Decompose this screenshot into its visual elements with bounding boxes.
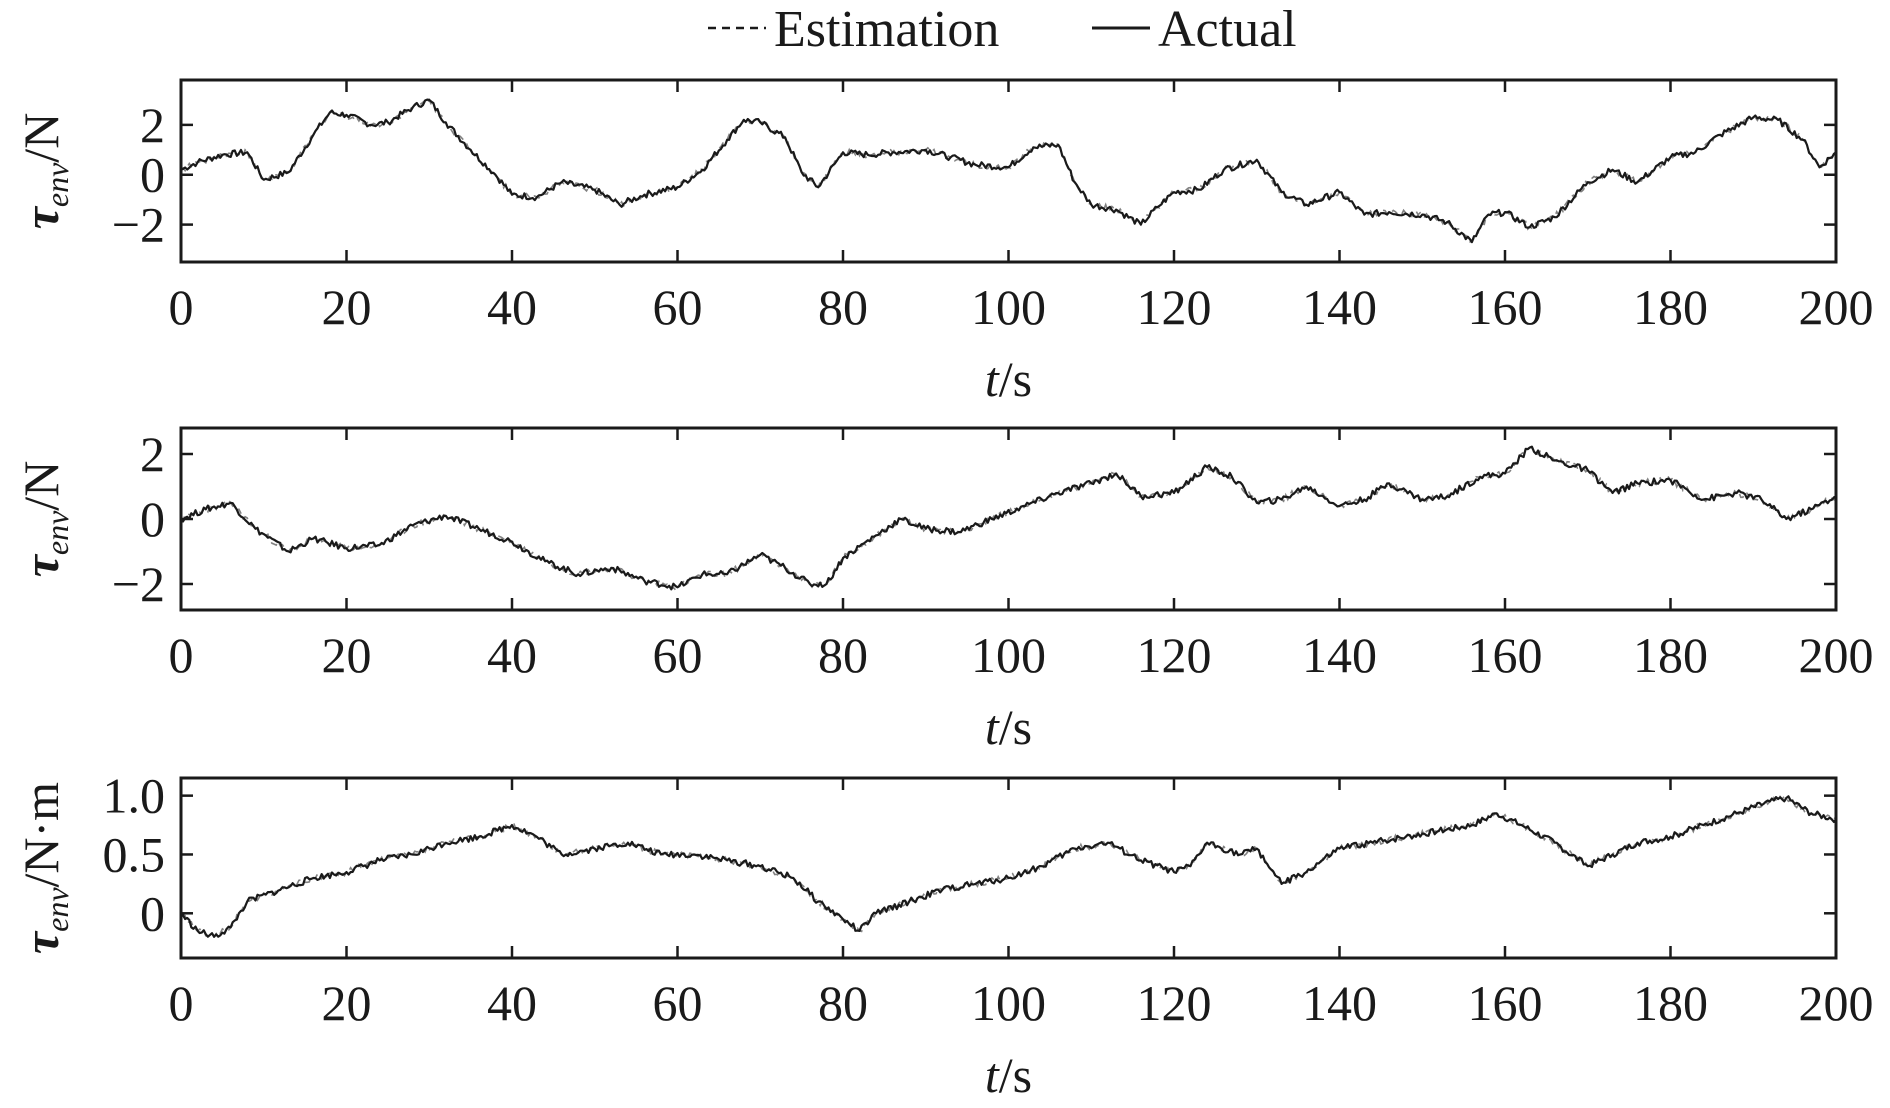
x-tick-label: 120 xyxy=(1137,627,1212,683)
x-tick-label: 160 xyxy=(1468,279,1543,335)
x-tick-label: 160 xyxy=(1468,975,1543,1031)
y-tick-label: −2 xyxy=(112,197,165,253)
y-axis-label: τenv/N xyxy=(13,113,75,230)
x-tick-label: 0 xyxy=(169,627,194,683)
x-tick-label: 0 xyxy=(169,975,194,1031)
x-tick-label: 120 xyxy=(1137,279,1212,335)
series-actual-line xyxy=(180,98,1837,244)
series-actual-line xyxy=(180,795,1837,938)
x-tick-label: 20 xyxy=(322,627,372,683)
x-tick-label: 140 xyxy=(1302,279,1377,335)
x-tick-label: 60 xyxy=(653,627,703,683)
x-tick-label: 0 xyxy=(169,279,194,335)
x-tick-label: 140 xyxy=(1302,627,1377,683)
y-tick-label: 0.5 xyxy=(103,826,166,882)
x-tick-label: 180 xyxy=(1633,279,1708,335)
x-axis-label: t/s xyxy=(985,351,1032,407)
y-tick-label: −2 xyxy=(112,556,165,612)
legend-actual-label: Actual xyxy=(1158,1,1297,58)
x-tick-label: 120 xyxy=(1137,975,1212,1031)
series-estimation-line xyxy=(180,98,1837,243)
x-axis-label: t/s xyxy=(985,1047,1032,1103)
x-tick-label: 40 xyxy=(487,627,537,683)
x-tick-label: 40 xyxy=(487,975,537,1031)
chart-panel-3: 0 20 40 60 80 100 120 140 160 180 20000.51.0t/sτen… xyxy=(13,768,1874,1103)
y-axis-label: τenv/N·m xyxy=(13,782,75,954)
x-tick-label: 200 xyxy=(1799,975,1874,1031)
plot-frame xyxy=(179,776,1838,960)
x-tick-label: 100 xyxy=(971,279,1046,335)
x-tick-label: 80 xyxy=(818,627,868,683)
x-tick-label: 200 xyxy=(1799,279,1874,335)
x-tick-label: 60 xyxy=(653,279,703,335)
y-tick-label: 0 xyxy=(140,147,165,203)
x-tick-label: 140 xyxy=(1302,975,1377,1031)
x-tick-label: 40 xyxy=(487,279,537,335)
x-tick-label: 160 xyxy=(1468,627,1543,683)
x-axis-label: t/s xyxy=(985,699,1032,755)
legend: Estimation Actual xyxy=(708,1,1297,58)
x-tick-label: 180 xyxy=(1633,975,1708,1031)
x-tick-label: 20 xyxy=(322,975,372,1031)
x-tick-label: 20 xyxy=(322,279,372,335)
y-tick-label: 1.0 xyxy=(103,768,166,824)
x-tick-label: 60 xyxy=(653,975,703,1031)
y-tick-label: 2 xyxy=(140,97,165,153)
y-tick-label: 0 xyxy=(140,491,165,547)
x-tick-label: 180 xyxy=(1633,627,1708,683)
legend-estimation-label: Estimation xyxy=(774,1,999,58)
y-tick-label: 2 xyxy=(140,426,165,482)
x-tick-label: 80 xyxy=(818,279,868,335)
x-tick-label: 200 xyxy=(1799,627,1874,683)
x-tick-label: 80 xyxy=(818,975,868,1031)
plot-frame xyxy=(179,78,1838,264)
x-tick-label: 100 xyxy=(971,627,1046,683)
y-tick-label: 0 xyxy=(140,885,165,941)
y-axis-label: τenv/N xyxy=(13,461,75,578)
x-tick-label: 100 xyxy=(971,975,1046,1031)
series-actual-line xyxy=(180,445,1837,591)
plot-frame xyxy=(179,426,1838,612)
